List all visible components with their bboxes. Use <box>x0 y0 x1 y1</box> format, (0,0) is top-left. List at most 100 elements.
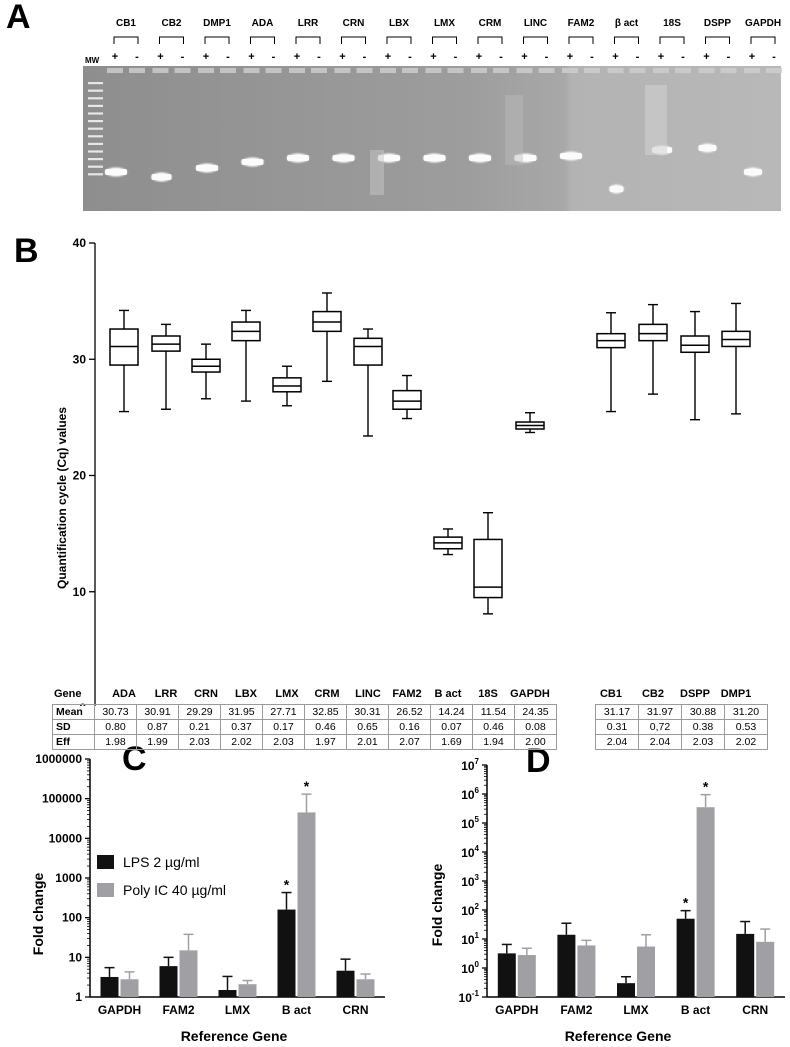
gel-minus-sign: - <box>181 51 185 63</box>
y-tick-exponent: 0 <box>475 960 480 969</box>
gel-well <box>265 68 282 73</box>
y-tick-exponent: 4 <box>475 844 480 853</box>
gel-band-core <box>609 186 624 192</box>
legend-swatch <box>97 855 114 869</box>
bar <box>297 812 316 997</box>
bar <box>336 970 355 997</box>
y-tick-exponent: 1 <box>475 931 480 940</box>
bar <box>676 918 695 997</box>
stats-cell-mean: 31.95 <box>220 704 263 720</box>
gel-lane-label: LMX <box>434 18 455 29</box>
stats-cell-sd: 0.80 <box>94 719 137 735</box>
stats-cell-mean: 31.97 <box>638 704 682 720</box>
y-tick-label: 10 <box>69 950 83 964</box>
stats-cell-mean: 29.29 <box>178 704 221 720</box>
gel-lane-bracket <box>159 36 184 44</box>
stats-cell-mean: 32.85 <box>304 704 347 720</box>
gel-lane-label: LINC <box>524 18 547 29</box>
gel-lane-label: LRR <box>298 18 319 29</box>
stats-cell-mean: 11.54 <box>472 704 515 720</box>
y-tick-label: 105 <box>461 815 479 831</box>
y-tick-exponent: 2 <box>475 902 480 911</box>
c-axes: 1 10 100 1000 10000 100000 1000000 GAPDH FAM2 LMX… <box>35 752 385 1017</box>
stats-cell-sd: 0.46 <box>304 719 347 735</box>
bar <box>277 909 296 997</box>
stats-cell-mean: 30.31 <box>346 704 389 720</box>
gel-lane-label: FAM2 <box>568 18 595 29</box>
gel-lane-bracket <box>204 36 230 44</box>
gel-lane-bracket <box>477 36 503 44</box>
gel-band-core <box>196 165 218 171</box>
gel-ladder-band <box>88 120 103 123</box>
gel-plus-sign: + <box>430 51 436 63</box>
gel-well <box>516 68 533 73</box>
boxplot-y-tick-label: 30 <box>73 352 87 366</box>
bar <box>517 955 536 997</box>
gel-well <box>538 68 555 73</box>
gel-well <box>107 68 123 73</box>
gel-ladder-band <box>88 97 103 100</box>
boxplot-box <box>473 538 503 599</box>
gel-smear <box>505 95 523 165</box>
stats-cell-eff: 1.69 <box>430 734 473 750</box>
stats-row-mean: 31.17 31.97 30.88 31.20 <box>595 704 768 720</box>
gene-header-cell: CRM <box>314 688 340 700</box>
boxplot-y-axis: 0 10 20 30 40 <box>73 236 96 706</box>
gel-minus-sign: - <box>727 51 731 63</box>
gene-header-cell: DMP1 <box>720 688 752 700</box>
stats-cell-sd: 0.53 <box>724 719 768 735</box>
stats-cell-mean: 30.91 <box>136 704 179 720</box>
x-tick-label: GAPDH <box>495 1003 538 1017</box>
gel-lane-label: LBX <box>389 18 409 29</box>
stats-row-sd: 0.31 0,72 0.38 0.53 <box>595 719 768 735</box>
y-tick-label: 107 <box>461 757 479 773</box>
gel-well <box>425 68 442 73</box>
bar <box>637 946 655 997</box>
stats-cell-sd: 0.21 <box>178 719 221 735</box>
gel-well <box>675 68 691 73</box>
gel-plus-sign: + <box>703 51 709 63</box>
stats-cell-eff: 2.03 <box>262 734 305 750</box>
gel-well <box>129 68 145 73</box>
gel-well <box>744 68 760 73</box>
gel-lane-bracket <box>250 36 275 44</box>
legend-label: Poly IC 40 µg/ml <box>123 882 226 898</box>
bar <box>696 807 715 997</box>
gel-lane-label: ADA <box>252 18 274 29</box>
gel-plus-sign: + <box>112 51 118 63</box>
boxplot-y-tick-label: 10 <box>73 585 87 599</box>
stats-cell-eff: 2.01 <box>346 734 389 750</box>
gel-image: MW CB1 + - CB2 + - DMP1 + - ADA + - LRR + - CRN + - LBX + - L… <box>83 18 782 211</box>
stats-cell-sd: 0.17 <box>262 719 305 735</box>
gel-lane-label: 18S <box>663 18 681 29</box>
significance-mark: * <box>304 778 310 794</box>
gel-background <box>83 66 781 211</box>
gel-band-core <box>698 145 717 151</box>
boxplot-boxes <box>109 292 751 615</box>
stats-table: Gene ADA LRR CRN LBX LMX CRM LINC FAM2 B act 18S G… <box>0 686 790 750</box>
stats-row-label: SD <box>52 719 95 735</box>
gel-minus-sign: - <box>408 51 412 63</box>
x-tick-label: CRN <box>742 1003 768 1017</box>
y-tick-label: 100 <box>461 960 479 976</box>
gel-plus-sign: + <box>248 51 254 63</box>
c-legend: LPS 2 µg/ml Poly IC 40 µg/ml <box>97 854 226 898</box>
stats-row-label: Mean <box>52 704 95 720</box>
gel-band-core <box>287 155 309 161</box>
gel-ladder-band <box>88 173 103 176</box>
boxplot-y-tick-label: 0 <box>79 701 86 706</box>
boxplot-y-tick-label: 40 <box>73 236 87 250</box>
stats-cell-eff: 2.00 <box>514 734 557 750</box>
gel-lane-label: CB1 <box>116 18 136 29</box>
gel-plus-sign: + <box>749 51 755 63</box>
stats-cell-mean: 30.73 <box>94 704 137 720</box>
stats-cell-sd: 0.31 <box>595 719 639 735</box>
gel-band-core <box>151 174 172 180</box>
d-x-axis-label: Reference Gene <box>565 1028 672 1044</box>
y-tick-label: 103 <box>461 873 479 889</box>
gel-minus-sign: - <box>454 51 458 63</box>
gel-lane-label: β act <box>615 18 639 29</box>
gel-minus-sign: - <box>363 51 367 63</box>
gel-band-core <box>332 155 355 161</box>
gel-lane-bracket <box>386 36 412 44</box>
